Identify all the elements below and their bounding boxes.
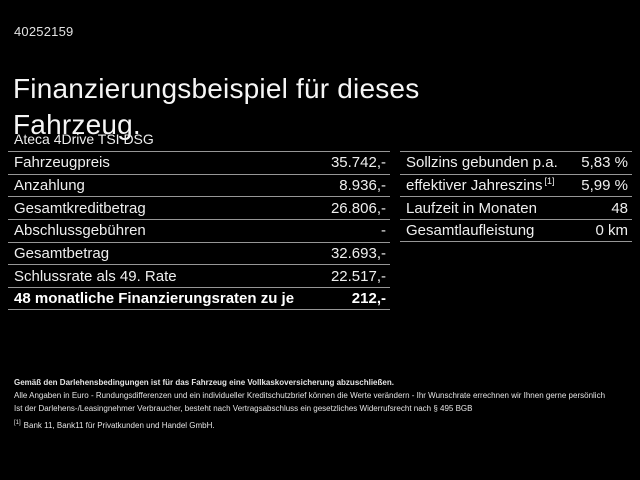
row-value: 32.693,- [330,245,386,263]
row-value: 35.742,- [330,154,386,172]
row-label: Fahrzeugpreis [14,154,110,172]
row-label: Abschlussgebühren [14,222,146,240]
bank-footnote: [1] Bank 11, Bank11 für Privatkunden und … [14,420,215,430]
row-value: 8.936,- [339,177,386,195]
row-label: Sollzins gebunden p.a. [406,154,558,172]
row-label: 48 monatliche Finanzierungsraten zu je [14,289,295,307]
table-row: Anzahlung 8.936,- [8,173,390,197]
table-row: Gesamtkreditbetrag 26.806,- [8,196,390,219]
financing-table: Fahrzeugpreis 35.742,- Anzahlung 8.936,-… [8,151,390,310]
row-label: Schlussrate als 49. Rate [14,267,177,285]
table-row: Fahrzeugpreis 35.742,- [8,151,390,174]
table-row-monthly-rate: 48 monatliche Finanzierungsraten zu je 2… [8,287,390,310]
table-row: Abschlussgebühren - [8,219,390,242]
vehicle-model: Ateca 4Drive TSI DSG [14,131,154,147]
table-row: Gesamtbetrag 32.693,- [8,241,390,265]
table-row: Sollzins gebunden p.a. 5,83 % [400,151,632,174]
footnote-marker: [1] [14,420,21,427]
page-title: Finanzierungsbeispiel für dieses Fahrzeu… [13,72,420,140]
row-value: 48 [611,199,628,217]
row-value: 5,99 % [581,177,628,195]
row-label: Laufzeit in Monaten [406,199,537,217]
table-row: Schlussrate als 49. Rate 22.517,- [8,264,390,287]
row-label: Gesamtbetrag [14,245,110,263]
withdrawal-right-line: Ist der Darlehens-/Leasingnehmer Verbrau… [14,404,473,413]
insurance-notice: Gemäß den Darlehensbedingungen ist für d… [14,378,394,387]
row-value: - [381,222,386,240]
footnote-marker: [1] [544,176,555,187]
listing-id: 40252159 [14,24,74,39]
row-value: 22.517,- [330,267,386,285]
row-value: 5,83 % [581,154,628,172]
row-value: 212,- [351,289,386,307]
conditions-table: Sollzins gebunden p.a. 5,83 % effektiver… [400,151,632,242]
table-row: Laufzeit in Monaten 48 [400,196,632,219]
row-value: 0 km [595,221,628,239]
row-label: Anzahlung [14,177,85,195]
row-value: 26.806,- [330,199,386,217]
row-label: Gesamtkreditbetrag [14,199,146,217]
table-row: effektiver Jahreszins [1] 5,99 % [400,173,632,197]
table-row: Gesamtlaufleistung 0 km [400,219,632,242]
row-label: effektiver Jahreszins [1] [406,176,555,195]
disclaimer-line: Alle Angaben in Euro - Rundungsdifferenz… [14,391,606,400]
legal-fine-print: Gemäß den Darlehensbedingungen ist für d… [14,376,636,432]
row-label: Gesamtlaufleistung [406,221,535,239]
